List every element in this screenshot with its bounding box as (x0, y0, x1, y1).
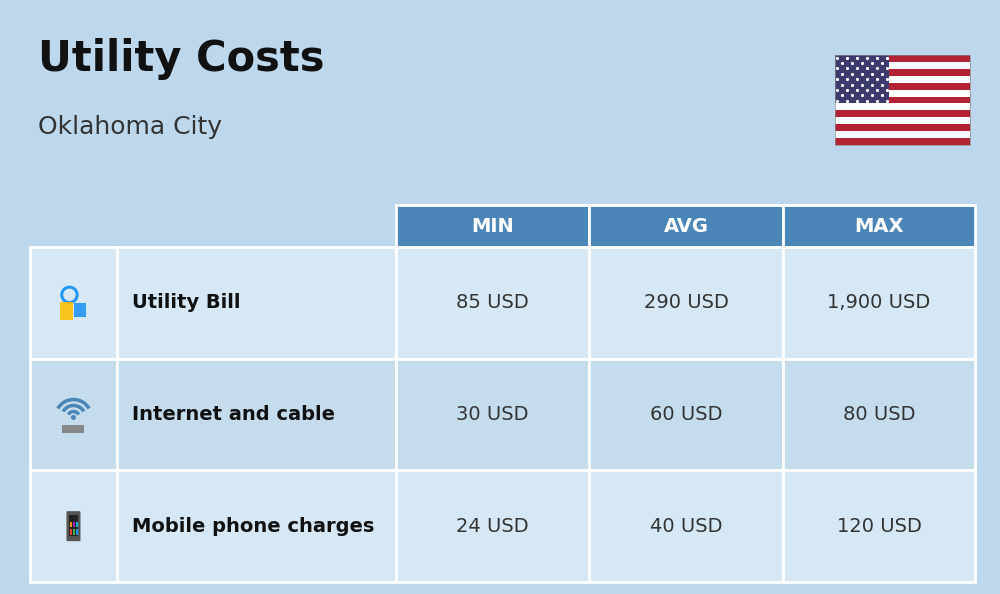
Text: Internet and cable: Internet and cable (132, 405, 335, 424)
Text: 1,900 USD: 1,900 USD (827, 293, 931, 312)
Bar (69, 515, 78, 536)
Text: Oklahoma City: Oklahoma City (38, 115, 222, 139)
Bar (396, 359, 589, 470)
Bar (30, 205, 117, 247)
Bar (835, 55, 970, 145)
Bar (117, 205, 396, 247)
Text: MIN: MIN (471, 216, 514, 235)
Bar (589, 359, 783, 470)
Bar (396, 470, 589, 582)
Text: Utility Bill: Utility Bill (132, 293, 240, 312)
Bar (835, 76, 970, 83)
Text: Utility Costs: Utility Costs (38, 38, 324, 80)
Bar (835, 103, 970, 110)
Bar (835, 110, 970, 117)
Text: Mobile phone charges: Mobile phone charges (132, 517, 374, 536)
Bar (30, 359, 117, 470)
Bar (835, 124, 970, 131)
Bar (76, 529, 78, 535)
Bar (835, 83, 970, 90)
Bar (396, 205, 589, 247)
Bar (835, 138, 970, 145)
Bar (783, 205, 975, 247)
Circle shape (64, 289, 75, 301)
Text: 24 USD: 24 USD (456, 517, 529, 536)
Bar (70, 522, 72, 527)
Text: 60 USD: 60 USD (650, 405, 723, 424)
Text: 80 USD: 80 USD (843, 405, 915, 424)
Bar (396, 247, 589, 359)
Text: 120 USD: 120 USD (837, 517, 922, 536)
Bar (70, 529, 72, 535)
Text: 40 USD: 40 USD (650, 517, 723, 536)
Bar (589, 470, 783, 582)
Bar (835, 117, 970, 124)
Bar (835, 62, 970, 69)
Bar (835, 55, 970, 62)
Text: 290 USD: 290 USD (644, 293, 729, 312)
Circle shape (61, 286, 78, 304)
Bar (73, 529, 75, 535)
Bar (117, 470, 396, 582)
Bar (30, 470, 117, 582)
Bar (60, 302, 73, 320)
FancyBboxPatch shape (66, 511, 80, 541)
Bar (589, 205, 783, 247)
Bar (835, 69, 970, 76)
Text: AVG: AVG (664, 216, 709, 235)
Text: 30 USD: 30 USD (456, 405, 529, 424)
Bar (62, 425, 84, 432)
Bar (835, 131, 970, 138)
Text: MAX: MAX (854, 216, 904, 235)
Bar (835, 55, 889, 103)
Bar (783, 247, 975, 359)
Text: 85 USD: 85 USD (456, 293, 529, 312)
Bar (835, 90, 970, 97)
Bar (30, 247, 117, 359)
Bar (835, 97, 970, 103)
Bar (589, 247, 783, 359)
Bar (76, 522, 78, 527)
Bar (73, 522, 75, 527)
Bar (117, 247, 396, 359)
Bar (117, 359, 396, 470)
Bar (783, 359, 975, 470)
Bar (783, 470, 975, 582)
Circle shape (72, 416, 75, 419)
Bar (74, 303, 86, 317)
